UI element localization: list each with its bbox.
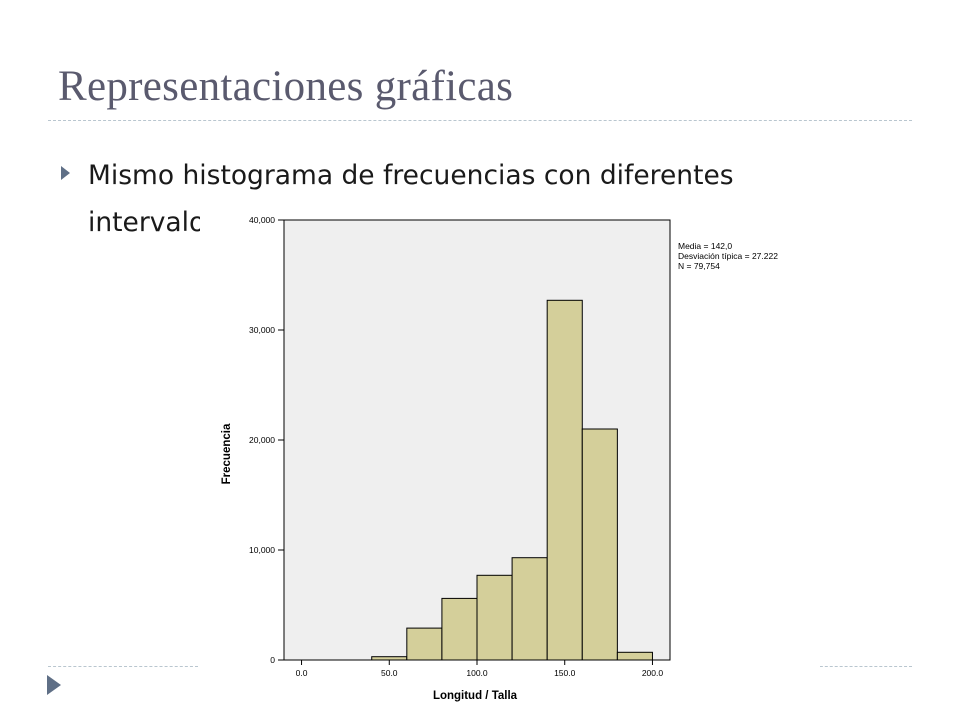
title-divider: [48, 120, 912, 121]
x-tick-label: 0.0: [296, 668, 308, 678]
y-axis-label: Frecuencia: [221, 423, 233, 484]
slide-title: Representaciones gráficas: [58, 63, 514, 110]
stats-line: Desviación típica = 27.222: [678, 251, 778, 261]
y-tick-label: 30,000: [249, 325, 275, 335]
x-tick-label: 150.0: [554, 668, 576, 678]
y-tick-label: 0: [270, 655, 275, 665]
histogram-bar: [616, 651, 653, 661]
histogram-bar: [406, 627, 443, 661]
histogram-bar: [546, 299, 583, 661]
histogram-bar: [371, 656, 408, 661]
footer-divider-left: [48, 666, 198, 667]
footer-divider-right: [805, 666, 912, 667]
y-tick-label: 20,000: [249, 435, 275, 445]
histogram-bar: [511, 557, 548, 661]
bullet-arrow-icon: [61, 166, 70, 180]
bullet-text: Mismo histograma de frecuencias con dife…: [88, 160, 734, 238]
stats-line: N = 79,754: [678, 261, 720, 271]
x-tick-label: 100.0: [466, 668, 488, 678]
x-tick-label: 200.0: [642, 668, 664, 678]
histogram-bar: [476, 574, 513, 661]
histogram-bar: [581, 428, 618, 661]
stats-line: Media = 142,0: [678, 241, 732, 251]
histogram-chart: 0 10,000 20,000 30,000 40,000 0.0 50.0 100.0 150…: [200, 215, 820, 720]
x-tick-label: 50.0: [381, 668, 398, 678]
histogram-bar: [441, 597, 478, 661]
footer-arrow-icon: [47, 675, 61, 695]
y-tick-label: 40,000: [249, 215, 275, 225]
y-tick-label: 10,000: [249, 545, 275, 555]
x-axis-label: Longitud / Talla: [433, 690, 518, 702]
